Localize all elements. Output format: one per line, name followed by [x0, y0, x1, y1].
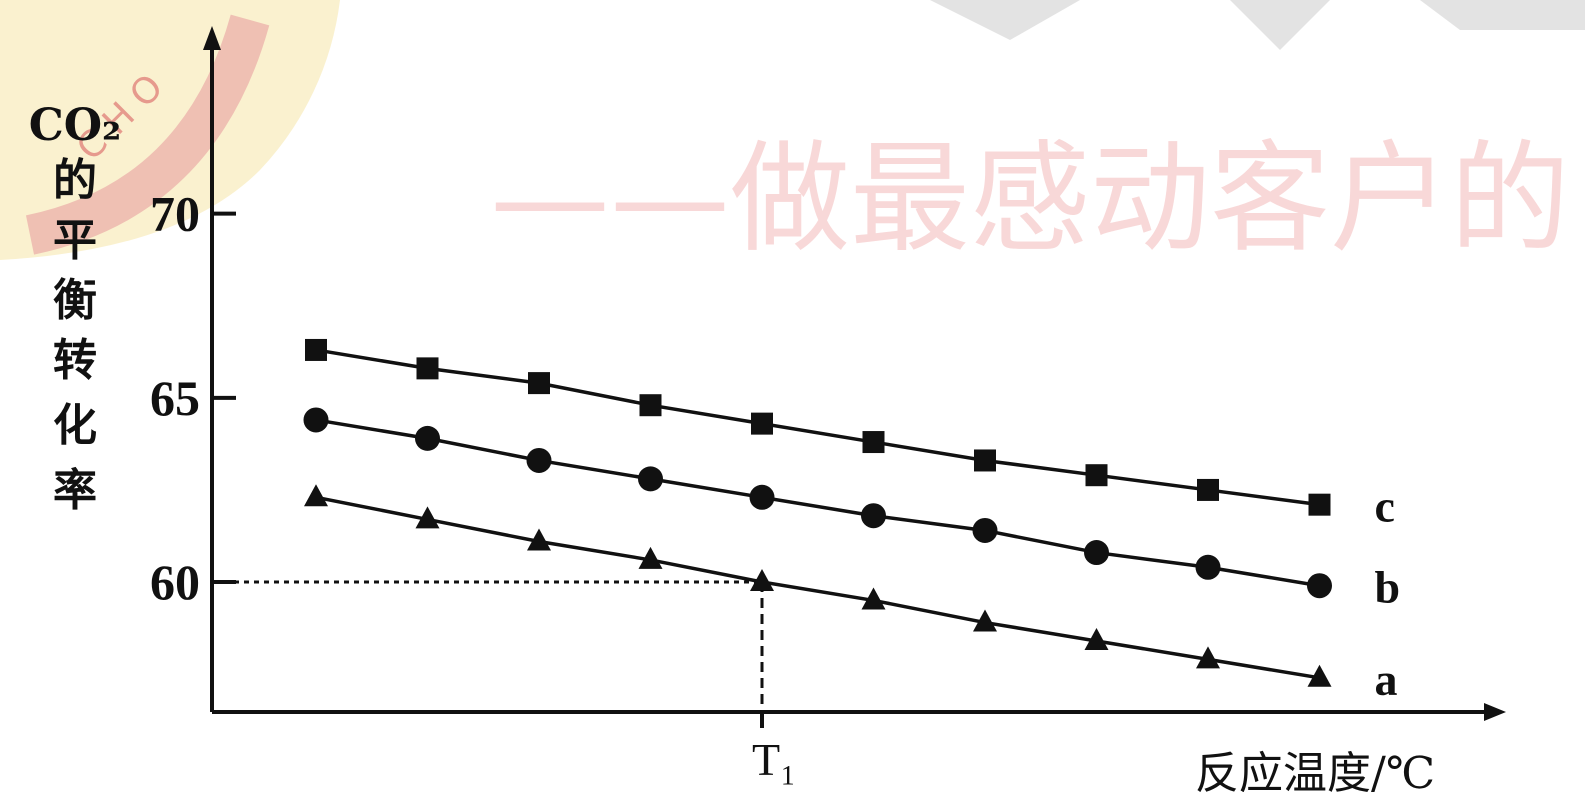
point-a [415, 506, 440, 529]
watermark-logo-ring [25, 14, 270, 255]
reference-lines [214, 580, 764, 728]
point-c [416, 357, 439, 380]
x-axis-label: 反应温度/℃ [1195, 748, 1435, 792]
point-c [528, 372, 550, 395]
y-axis-label-part: 衡 [53, 275, 97, 326]
watermark-big-shapes [930, 0, 1585, 50]
point-b [972, 517, 998, 543]
y-axis-label-part: 转 [53, 335, 97, 386]
point-b [526, 447, 552, 473]
y-tick-label: 65 [150, 370, 200, 426]
series-line-a [315, 495, 1320, 680]
y-axis-label-part: 率 [53, 465, 97, 516]
point-c [305, 338, 327, 361]
point-c [974, 449, 996, 472]
series-layer: cba [303, 338, 1401, 705]
series-c: c [305, 338, 1395, 532]
point-a [1084, 627, 1109, 650]
point-c [639, 394, 662, 417]
x-axis-arrow [1484, 703, 1506, 721]
series-a: a [304, 484, 1398, 705]
series-label-a: a [1375, 654, 1398, 705]
point-b [415, 425, 440, 451]
point-c [1308, 493, 1331, 516]
series-label-b: b [1375, 562, 1401, 613]
point-c [1197, 478, 1219, 501]
axes [203, 26, 1506, 721]
point-c [1085, 464, 1108, 487]
y-axis-label-part: CO₂ [29, 100, 122, 151]
point-a [527, 528, 551, 551]
point-c [751, 412, 773, 435]
series-line-c [315, 348, 1320, 507]
point-a [1196, 646, 1220, 669]
point-b [1307, 573, 1332, 599]
point-a [638, 546, 663, 569]
point-a [861, 587, 886, 610]
point-c [862, 431, 885, 454]
y-axis-label-part: 平 [53, 215, 97, 266]
point-a [1307, 664, 1332, 687]
point-b [1084, 540, 1109, 566]
point-a [750, 569, 774, 592]
watermark-slogan: ——做最感动客户的 [490, 130, 1570, 269]
y-ticks: 60 65 70 [150, 186, 236, 610]
watermark: C H O ——做最感动客户的 [0, 0, 1585, 269]
y-tick-label: 60 [150, 554, 200, 610]
point-b [861, 503, 886, 529]
x-marker-label: T₁ [752, 734, 796, 785]
point-a [973, 609, 997, 632]
point-b [638, 466, 663, 492]
y-axis-label-part: 的 [53, 155, 97, 206]
series-line-b [315, 418, 1320, 588]
y-axis-arrow [203, 26, 221, 50]
y-tick-label: 70 [150, 186, 200, 242]
y-axis-label-part: 化 [53, 400, 97, 451]
point-a [304, 484, 328, 507]
point-b [1195, 554, 1221, 580]
series-label-c: c [1375, 481, 1395, 532]
point-b [303, 407, 329, 433]
point-b [749, 484, 775, 510]
series-b: b [303, 407, 1401, 613]
